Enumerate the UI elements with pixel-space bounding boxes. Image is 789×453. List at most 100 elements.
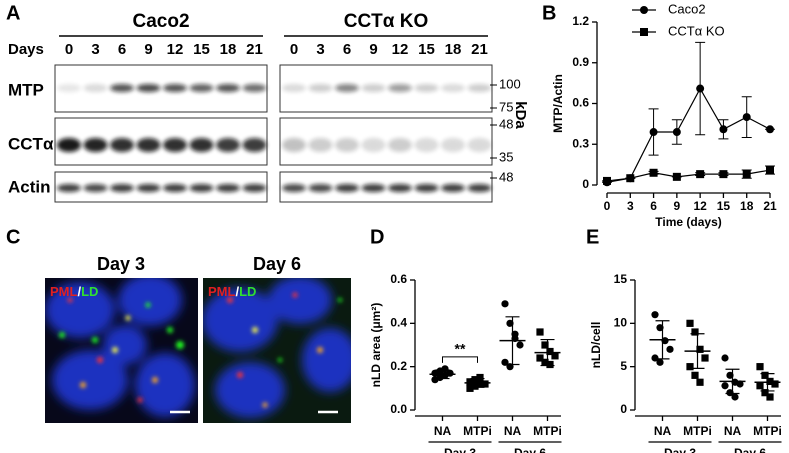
panel-letter: D [370, 226, 384, 248]
band [414, 184, 439, 192]
band [110, 138, 134, 152]
stain-name: PML [50, 284, 78, 299]
band [57, 84, 81, 92]
marker [696, 84, 705, 93]
blot-frame [279, 117, 493, 166]
error-bar [435, 369, 450, 380]
band [110, 84, 134, 92]
band [414, 138, 439, 152]
y-axis-label: MTP/Actin [551, 74, 565, 133]
band [282, 138, 306, 152]
marker [761, 389, 769, 397]
marker [516, 341, 524, 349]
band [163, 184, 187, 192]
panel-letter: B [542, 2, 556, 24]
stain-name: PML [208, 284, 236, 299]
x-tick-label: 12 [693, 199, 707, 213]
error-bar [470, 377, 485, 388]
y-tick-label: 0 [582, 177, 589, 191]
marker [536, 328, 544, 336]
lane-label: 9 [369, 41, 377, 58]
blot-frame [54, 64, 268, 113]
marker [536, 354, 544, 362]
lane-label: 15 [193, 41, 210, 58]
mw-label: 100 [499, 76, 521, 91]
band [388, 84, 412, 92]
y-tick-label: 0.6 [390, 272, 407, 286]
marker [701, 354, 709, 362]
legend-marker [640, 28, 648, 36]
marker [466, 384, 474, 392]
band [216, 84, 240, 92]
band [189, 138, 214, 152]
lane-label: 21 [246, 41, 263, 58]
band [57, 184, 81, 192]
band [163, 138, 187, 152]
panel-letter: E [586, 226, 599, 248]
band [467, 84, 492, 92]
series-line [606, 87, 771, 183]
x-tick-label: 3 [627, 199, 634, 213]
group-label: Day 3 [444, 446, 476, 453]
band [335, 184, 359, 192]
band [83, 138, 108, 152]
marker [696, 345, 704, 353]
marker [651, 354, 659, 362]
band [189, 184, 214, 192]
mw-unit: kDa [512, 101, 529, 129]
y-tick-label: 10 [614, 316, 628, 330]
marker [726, 389, 734, 397]
marker [731, 393, 739, 401]
stain-sep: / [235, 284, 239, 299]
micrograph [45, 278, 198, 423]
marker [771, 380, 779, 388]
legend-label: CCTα KO [668, 23, 725, 38]
stain-label: PML/LD [208, 284, 256, 299]
y-tick-label: 15 [614, 272, 628, 286]
marker [501, 300, 509, 308]
band [467, 138, 492, 152]
band [308, 184, 333, 192]
y-axis-label: nLD area (μm²) [369, 303, 383, 388]
marker [766, 393, 774, 401]
panel-letter: A [6, 2, 20, 24]
marker [541, 341, 549, 349]
blot-frame [54, 171, 268, 203]
marker [721, 354, 729, 362]
marker [726, 371, 734, 379]
x-tick-label: MTPi [683, 424, 712, 438]
lane-label: 6 [118, 41, 126, 58]
legend-label: Caco2 [668, 1, 706, 16]
lane-label: 6 [343, 41, 351, 58]
y-tick-label: 0.2 [390, 359, 407, 373]
x-tick-label: 9 [674, 199, 681, 213]
marker [761, 371, 769, 379]
marker [686, 319, 694, 327]
lane-label: 3 [91, 41, 99, 58]
band [388, 184, 412, 192]
error-bar [760, 373, 775, 392]
legend-marker [640, 6, 648, 14]
significance-label: ** [455, 341, 466, 357]
significance-bracket [442, 356, 478, 363]
marker [603, 176, 611, 185]
marker [551, 352, 559, 360]
y-tick-label: 0 [620, 402, 627, 416]
lane-label: 12 [167, 41, 184, 58]
marker [756, 382, 764, 390]
group-label: Day 3 [664, 446, 696, 453]
band [110, 184, 134, 192]
x-tick-label: NA [434, 424, 452, 438]
days-label: Days [8, 41, 44, 58]
marker [742, 113, 751, 122]
marker [441, 365, 449, 373]
error-bar [540, 338, 555, 367]
marker [719, 170, 728, 179]
marker [766, 166, 774, 175]
x-tick-label: MTPi [753, 424, 782, 438]
y-tick-label: 0.0 [390, 402, 407, 416]
band [335, 84, 359, 92]
group-label: Day 6 [514, 446, 546, 453]
row-label: MTP [8, 80, 44, 99]
